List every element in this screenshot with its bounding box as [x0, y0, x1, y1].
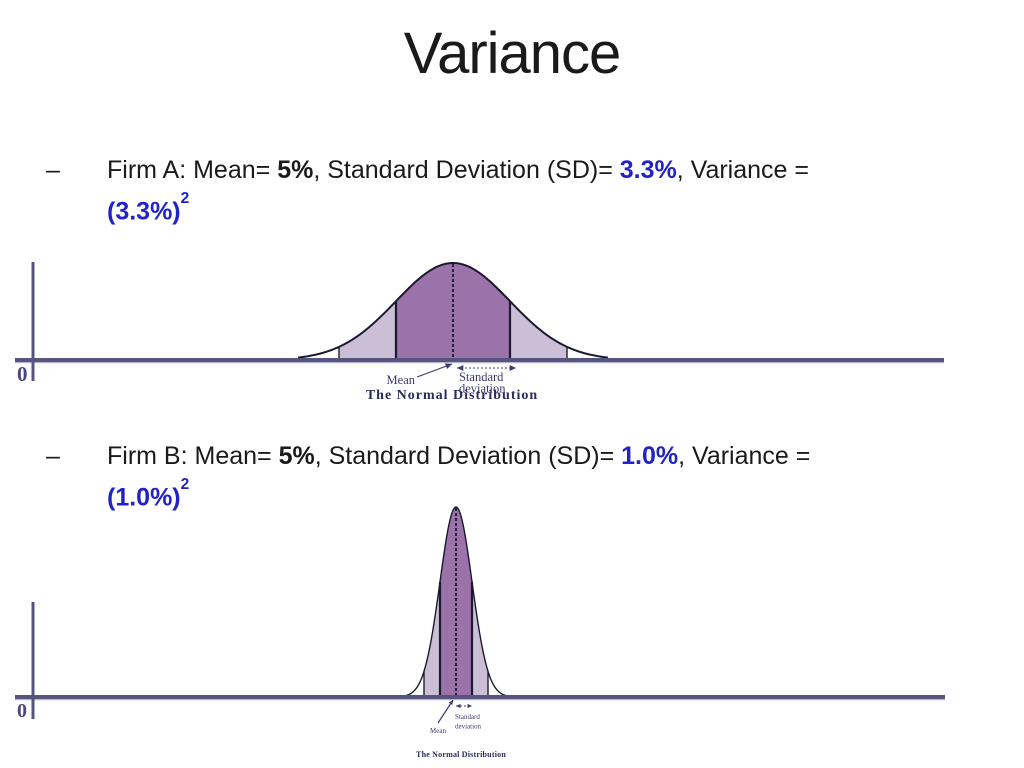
chart-caption: The Normal Distribution: [416, 750, 506, 759]
sd-label: deviation: [455, 723, 482, 731]
bullet-firm-a-line1: Firm A: Mean= 5%, Standard Deviation (SD…: [107, 152, 992, 188]
mean-label: Mean: [430, 727, 446, 735]
bell-curve-outline: [405, 506, 507, 697]
mean-value-b: 5%: [278, 442, 315, 470]
origin-label: 0: [17, 362, 28, 386]
mean-value-a: 5%: [277, 156, 314, 184]
sd-arrowhead-left: [456, 703, 461, 709]
sd-label: deviation: [459, 382, 506, 396]
mean-arrowhead: [448, 700, 453, 705]
bullet-firm-b-text: Firm B: Mean= 5%, Standard Deviation (SD…: [107, 438, 992, 515]
bell-curve-outer-region: [424, 507, 488, 697]
variance-formula-a: (3.3%)2: [107, 188, 992, 229]
sd-label: Standard: [455, 713, 480, 721]
variance-value-b: (1.0%): [107, 483, 181, 512]
text-segment: Firm A: Mean=: [107, 156, 278, 184]
variance-formula-b: (1.0%)2: [107, 474, 992, 515]
superscript-2: 2: [180, 190, 190, 208]
sd-value-a: 3.3%: [619, 156, 677, 184]
bullet-firm-b-line1: Firm B: Mean= 5%, Standard Deviation (SD…: [107, 438, 992, 474]
sd-value-b: 1.0%: [621, 442, 679, 470]
firm-b-normal-distribution: 0 Mean Standard deviation The Normal Distrib…: [15, 506, 945, 759]
text-segment: , Variance =: [676, 156, 809, 184]
text-segment: , Standard Deviation (SD)=: [313, 156, 620, 184]
mean-arrow: [437, 699, 454, 724]
chart-caption: The Normal Distribution: [366, 388, 538, 403]
bell-curve-outer-region: [339, 263, 567, 360]
bullet-dash: –: [46, 442, 60, 470]
bullet-firm-b: – Firm B: Mean= 5%, Standard Deviation (…: [46, 438, 992, 515]
sd-arrowhead-right: [509, 365, 516, 371]
bullet-firm-a: – Firm A: Mean= 5%, Standard Deviation (…: [46, 152, 992, 229]
mean-arrowhead: [445, 363, 452, 369]
bell-curve-outline: [297, 262, 609, 359]
mean-arrow: [416, 363, 453, 378]
sd-arrowhead-right: [467, 703, 472, 709]
superscript-2: 2: [180, 476, 190, 494]
bullet-firm-a-text: Firm A: Mean= 5%, Standard Deviation (SD…: [107, 152, 992, 229]
text-segment: , Standard Deviation (SD)=: [314, 442, 622, 470]
mean-label: Mean: [387, 373, 416, 387]
sd-arrowhead-left: [457, 365, 464, 371]
bell-curve-inner-region: [396, 263, 510, 360]
variance-value-a: (3.3%): [107, 197, 181, 226]
bell-curve-inner-region: [440, 507, 472, 697]
text-segment: , Variance =: [678, 442, 811, 470]
origin-label: 0: [17, 700, 27, 722]
text-segment: Firm B: Mean=: [107, 442, 279, 470]
sd-label: Standard: [459, 370, 504, 384]
bullet-dash: –: [46, 156, 60, 184]
slide-title: Variance: [403, 21, 622, 86]
